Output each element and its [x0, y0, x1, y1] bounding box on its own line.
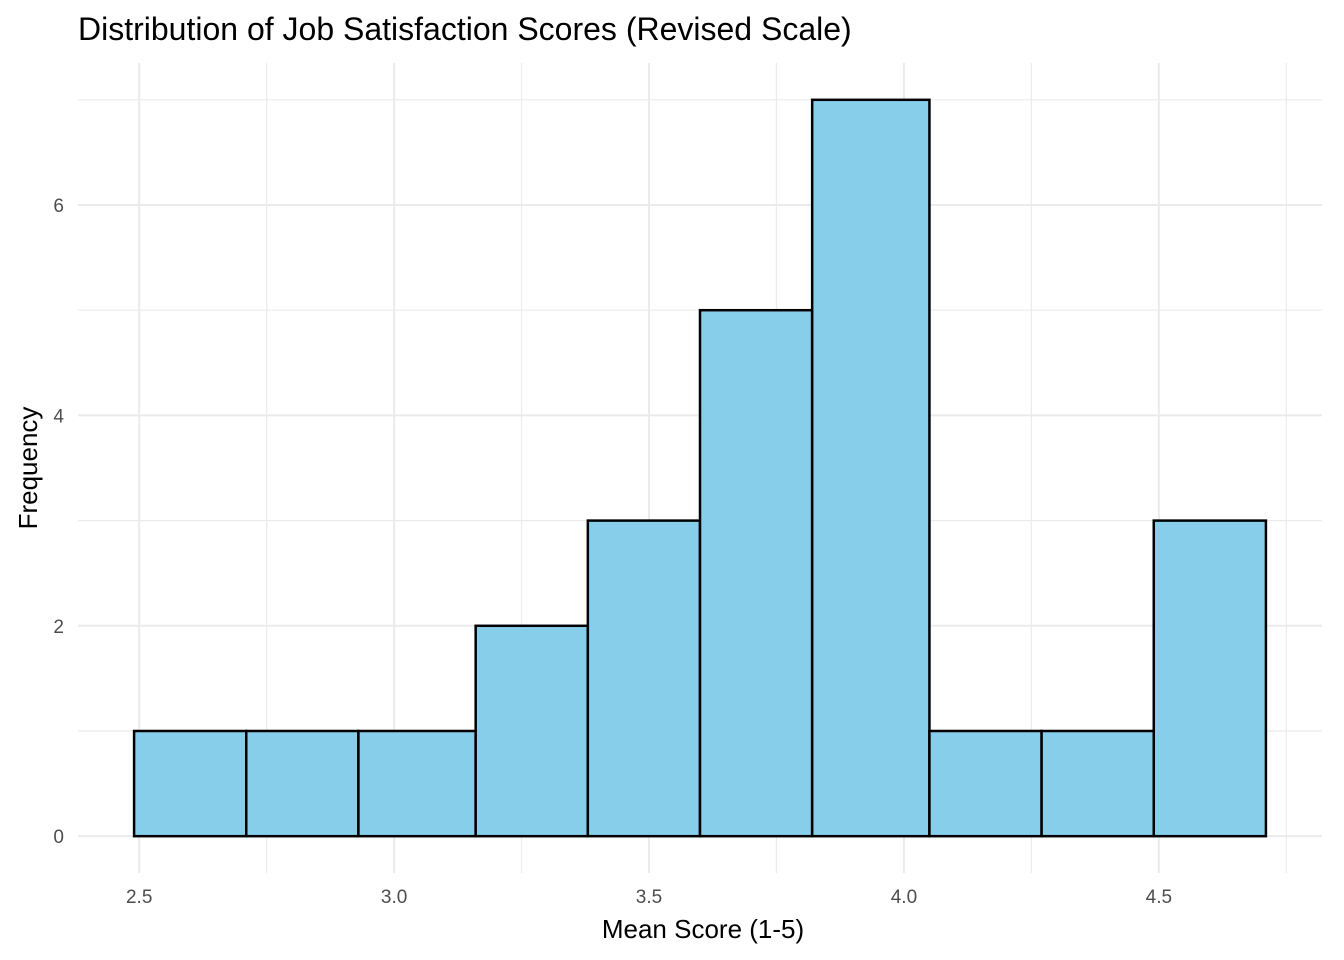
histogram-bar-4 — [474, 624, 590, 838]
histogram-bar-2 — [244, 729, 360, 838]
histogram-bar-8 — [928, 729, 1043, 838]
y-tick-label: 0 — [53, 827, 64, 848]
x-tick-label: 4.5 — [1146, 887, 1172, 908]
x-tick-label: 2.5 — [126, 887, 152, 908]
histogram-bar-3 — [357, 729, 477, 838]
x-tick-label: 3.0 — [381, 887, 407, 908]
histogram-bar-7 — [810, 98, 931, 838]
histogram-bar-5 — [586, 519, 702, 838]
x-axis-title: Mean Score (1-5) — [602, 914, 804, 944]
histogram-bar-9 — [1040, 729, 1156, 838]
histogram-bar-1 — [132, 729, 248, 838]
y-axis-ticks: 0 2 4 6 — [53, 196, 64, 848]
histogram-bar-6 — [698, 308, 814, 838]
x-tick-label: 4.0 — [891, 887, 917, 908]
chart-title: Distribution of Job Satisfaction Scores … — [78, 11, 852, 47]
histogram-bar-10 — [1152, 519, 1268, 838]
bars — [132, 98, 1268, 838]
y-tick-label: 4 — [53, 406, 64, 427]
x-axis-ticks: 2.5 3.0 3.5 4.0 4.5 — [126, 887, 1172, 908]
y-tick-label: 2 — [53, 617, 64, 638]
y-axis-title: Frequency — [13, 407, 43, 530]
x-tick-label: 3.5 — [636, 887, 662, 908]
y-tick-label: 6 — [53, 196, 64, 217]
